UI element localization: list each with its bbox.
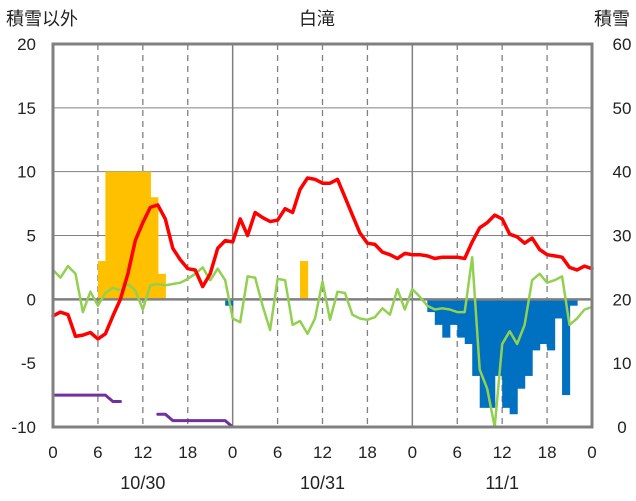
bar — [569, 299, 578, 306]
right-tick-label: 50 — [613, 99, 632, 118]
bar — [532, 299, 541, 351]
left-tick-label: 20 — [17, 35, 36, 54]
left-tick-label: -10 — [11, 418, 36, 437]
bar — [464, 299, 473, 345]
right-tick-label: 30 — [613, 227, 632, 246]
bar — [539, 299, 548, 345]
bar-series — [97, 171, 578, 415]
bar — [554, 299, 563, 319]
bar — [457, 299, 466, 338]
x-tick-label: 18 — [178, 443, 197, 462]
date-label: 10/31 — [300, 473, 345, 493]
bar — [547, 299, 556, 351]
bar — [135, 171, 144, 300]
bar — [157, 273, 166, 300]
x-tick-label: 0 — [48, 443, 57, 462]
x-tick-label: 6 — [453, 443, 462, 462]
x-tick-label: 6 — [273, 443, 282, 462]
x-tick-label: 12 — [313, 443, 332, 462]
right-tick-label: 20 — [613, 290, 632, 309]
series-line — [51, 176, 594, 341]
series-line — [51, 393, 122, 403]
bar — [472, 299, 481, 376]
left-tick-label: 15 — [17, 99, 36, 118]
bar — [142, 171, 151, 300]
bar — [105, 171, 114, 300]
series-line — [156, 412, 594, 429]
x-tick-label: 0 — [587, 443, 596, 462]
date-label: 10/30 — [120, 473, 165, 493]
right-tick-label: 40 — [613, 163, 632, 182]
bar — [150, 197, 159, 300]
left-axis-label: 積雪以外 — [6, 9, 78, 29]
bar — [524, 299, 533, 376]
bar — [442, 299, 451, 338]
x-tick-label: 6 — [93, 443, 102, 462]
bar — [127, 171, 136, 300]
bar — [509, 299, 518, 415]
bar — [120, 171, 129, 300]
bar — [502, 299, 511, 408]
right-axis-label: 積雪 — [594, 9, 630, 29]
x-tick-label: 18 — [358, 443, 377, 462]
left-tick-label: 0 — [27, 290, 36, 309]
chart-title: 白滝 — [299, 9, 335, 29]
bar — [300, 261, 309, 300]
x-tick-label: 12 — [493, 443, 512, 462]
bar — [112, 171, 121, 300]
x-tick-label: 12 — [133, 443, 152, 462]
bar — [517, 299, 526, 389]
bar — [487, 299, 496, 408]
left-tick-label: 10 — [17, 163, 36, 182]
plot-frame — [51, 42, 594, 429]
right-tick-label: 60 — [613, 35, 632, 54]
series-line — [51, 255, 594, 429]
left-tick-label: 5 — [27, 227, 36, 246]
gridlines — [53, 44, 592, 427]
x-tick-label: 18 — [538, 443, 557, 462]
left-tick-label: -5 — [21, 354, 36, 373]
bar — [427, 299, 436, 313]
right-tick-label: 10 — [613, 354, 632, 373]
bar — [562, 299, 571, 396]
bar — [434, 299, 443, 325]
x-tick-label: 0 — [228, 443, 237, 462]
right-tick-label: 0 — [617, 418, 626, 437]
bar — [494, 299, 503, 376]
bar — [479, 299, 488, 408]
x-tick-label: 0 — [408, 443, 417, 462]
date-label: 11/1 — [485, 473, 519, 493]
bar — [97, 261, 107, 300]
